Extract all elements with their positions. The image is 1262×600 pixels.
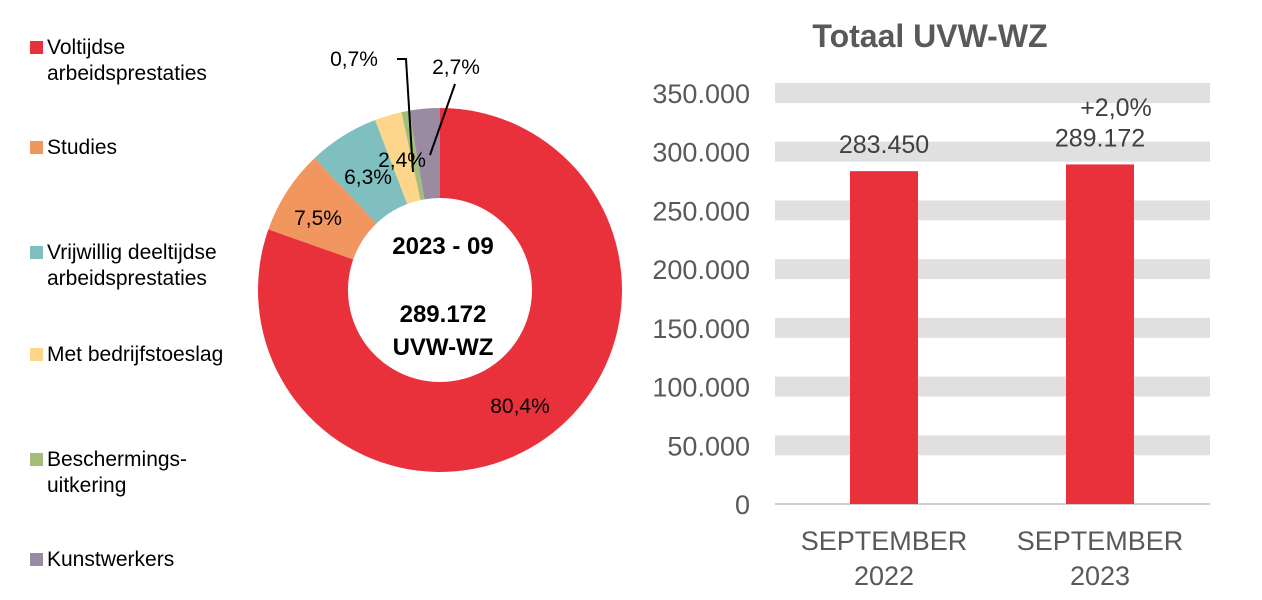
legend-item: Studies: [30, 135, 117, 161]
donut-slice: [268, 158, 377, 260]
slice-label: 0,7%: [330, 48, 378, 71]
slice-label: 7,5%: [294, 207, 342, 230]
change-annotation: +2,0%: [1080, 94, 1152, 122]
legend-item: Voltijdse arbeidsprestaties: [30, 35, 207, 87]
x-tick-label: 2022: [854, 561, 914, 591]
legend-swatch: [30, 41, 43, 54]
grid-band: [775, 259, 1210, 280]
grid-band: [775, 83, 1210, 103]
y-tick-label: 250.000: [652, 196, 750, 226]
donut-slice: [409, 108, 440, 200]
x-tick-label: SEPTEMBER: [1017, 526, 1184, 556]
y-tick-label: 50.000: [667, 431, 750, 461]
donut-slice: [258, 108, 622, 472]
bar-data-label: 289.172: [1055, 124, 1145, 152]
legend-item: Met bedrijfstoeslag: [30, 342, 223, 368]
slice-label: 6,3%: [344, 166, 392, 189]
bar-data-label: 283.450: [839, 131, 929, 159]
grid-band: [775, 317, 1210, 338]
legend-label: Beschermings-uitkering: [47, 448, 188, 497]
grid-band: [775, 200, 1210, 221]
leader-line: [429, 83, 456, 156]
y-tick-label: 350.000: [652, 79, 750, 109]
legend-label: Met bedrijfstoeslag: [47, 343, 224, 366]
grid-band: [775, 141, 1210, 162]
y-tick-label: 150.000: [652, 314, 750, 344]
grid-band: [775, 435, 1210, 456]
legend-item: Kunstwerkers: [30, 547, 174, 573]
bar-chart-title: Totaal UVW-WZ: [812, 18, 1047, 54]
leader-line: [397, 58, 414, 173]
center-period: 2023 - 09: [392, 233, 493, 260]
legend-item: Vrijwillig deeltijdse arbeidsprestaties: [30, 240, 217, 292]
legend-swatch: [30, 453, 43, 466]
bar: [1066, 164, 1134, 505]
slice-label: 80,4%: [490, 395, 550, 418]
legend-item: Beschermings-uitkering: [30, 447, 187, 499]
legend-label: Voltijdse arbeidsprestaties: [47, 36, 207, 85]
legend-swatch: [30, 246, 43, 259]
legend-swatch: [30, 141, 43, 154]
slice-label: 2,7%: [432, 56, 480, 79]
slice-label: 2,4%: [378, 149, 426, 172]
legend-swatch: [30, 348, 43, 361]
y-tick-label: 0: [735, 490, 750, 520]
y-tick-label: 200.000: [652, 255, 750, 285]
bar: [850, 171, 918, 504]
y-tick-label: 300.000: [652, 138, 750, 168]
center-unit: UVW-WZ: [393, 334, 494, 361]
center-total: 289.172: [400, 301, 487, 328]
x-tick-label: SEPTEMBER: [801, 526, 968, 556]
legend-swatch: [30, 553, 43, 566]
donut-slice: [314, 119, 408, 224]
legend-label: Studies: [47, 136, 118, 159]
legend-label: Vrijwillig deeltijdse arbeidsprestaties: [47, 241, 217, 290]
y-tick-label: 100.000: [652, 373, 750, 403]
donut-slice: [375, 112, 421, 205]
x-tick-label: 2023: [1070, 561, 1130, 591]
grid-band: [775, 376, 1210, 397]
legend-label: Kunstwerkers: [47, 548, 175, 571]
